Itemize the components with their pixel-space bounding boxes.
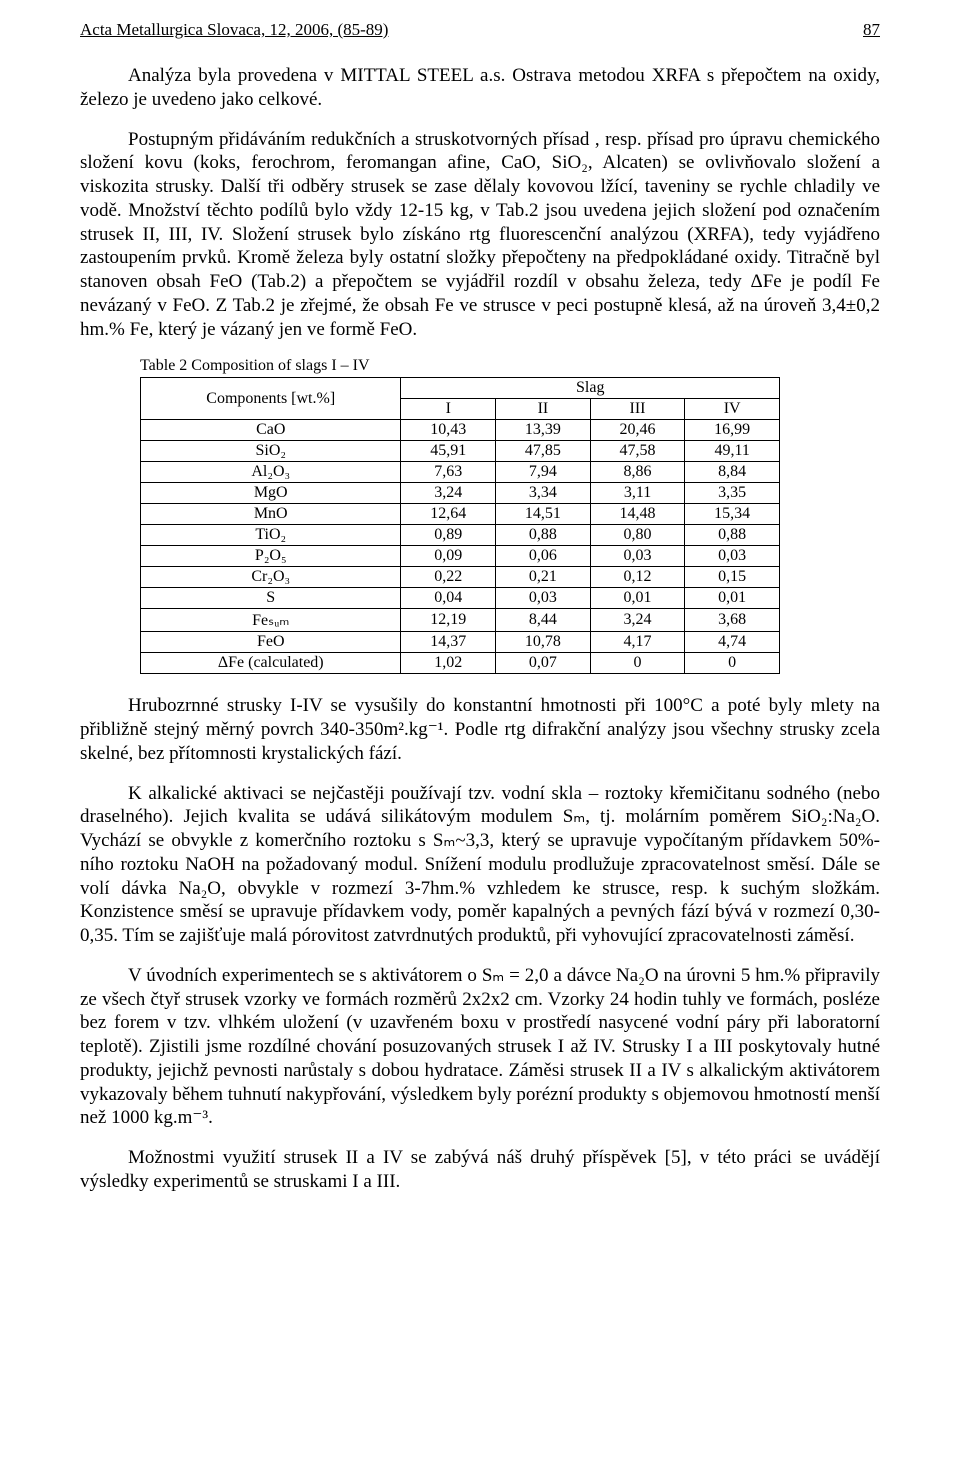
table-row: Cr₂O₃0,220,210,120,15 bbox=[141, 567, 780, 588]
cell: 0,06 bbox=[496, 546, 591, 567]
paragraph-6: Možnostmi využití strusek II a IV se zab… bbox=[80, 1146, 880, 1194]
table-row: ΔFe (calculated)1,020,0700 bbox=[141, 653, 780, 674]
table-row: SiO₂45,9147,8547,5849,11 bbox=[141, 441, 780, 462]
cell: 12,64 bbox=[401, 504, 496, 525]
table-row: MnO12,6414,5114,4815,34 bbox=[141, 504, 780, 525]
paragraph-4: K alkalické aktivaci se nejčastěji použí… bbox=[80, 782, 880, 948]
paragraph-2: Postupným přidáváním redukčních a strusk… bbox=[80, 128, 880, 342]
cell: 0,07 bbox=[496, 653, 591, 674]
table-row: S0,040,030,010,01 bbox=[141, 588, 780, 609]
table-row: P₂O₅0,090,060,030,03 bbox=[141, 546, 780, 567]
cell: 3,68 bbox=[685, 609, 780, 632]
cell: 0,01 bbox=[590, 588, 685, 609]
cell: 0,22 bbox=[401, 567, 496, 588]
cell: 45,91 bbox=[401, 441, 496, 462]
cell: 10,78 bbox=[496, 632, 591, 653]
cell: 16,99 bbox=[685, 420, 780, 441]
table-row: FeO14,3710,784,174,74 bbox=[141, 632, 780, 653]
cell: 15,34 bbox=[685, 504, 780, 525]
cell: 20,46 bbox=[590, 420, 685, 441]
cell: 0,88 bbox=[496, 525, 591, 546]
cell: 8,84 bbox=[685, 462, 780, 483]
cell: 49,11 bbox=[685, 441, 780, 462]
page: Acta Metallurgica Slovaca, 12, 2006, (85… bbox=[0, 0, 960, 1250]
paragraph-5: V úvodních experimentech se s aktivátore… bbox=[80, 964, 880, 1130]
cell: 0,88 bbox=[685, 525, 780, 546]
row-label: SiO₂ bbox=[141, 441, 401, 462]
cell: 0,12 bbox=[590, 567, 685, 588]
cell: 3,24 bbox=[401, 483, 496, 504]
row-label: CaO bbox=[141, 420, 401, 441]
cell: 0,21 bbox=[496, 567, 591, 588]
cell: 3,35 bbox=[685, 483, 780, 504]
cell: 0,03 bbox=[496, 588, 591, 609]
row-label: Cr₂O₃ bbox=[141, 567, 401, 588]
cell: 1,02 bbox=[401, 653, 496, 674]
col-III: III bbox=[590, 399, 685, 420]
cell: 0,01 bbox=[685, 588, 780, 609]
table-caption: Table 2 Composition of slags I – IV bbox=[140, 357, 780, 375]
row-label: P₂O₅ bbox=[141, 546, 401, 567]
cell: 8,86 bbox=[590, 462, 685, 483]
cell: 47,58 bbox=[590, 441, 685, 462]
cell: 7,94 bbox=[496, 462, 591, 483]
journal-ref: Acta Metallurgica Slovaca, 12, 2006, (85… bbox=[80, 20, 388, 40]
row-label: MnO bbox=[141, 504, 401, 525]
table-row: MgO3,243,343,113,35 bbox=[141, 483, 780, 504]
cell: 0,89 bbox=[401, 525, 496, 546]
table-2-wrap: Table 2 Composition of slags I – IV Comp… bbox=[140, 357, 780, 674]
cell: 7,63 bbox=[401, 462, 496, 483]
table-row: Al₂O₃7,637,948,868,84 bbox=[141, 462, 780, 483]
cell: 3,24 bbox=[590, 609, 685, 632]
row-label: ΔFe (calculated) bbox=[141, 653, 401, 674]
table-composition: Components [wt.%] Slag I II III IV CaO10… bbox=[140, 377, 780, 674]
row-label: Al₂O₃ bbox=[141, 462, 401, 483]
page-number: 87 bbox=[863, 20, 880, 40]
row-label: S bbox=[141, 588, 401, 609]
cell: 13,39 bbox=[496, 420, 591, 441]
col-IV: IV bbox=[685, 399, 780, 420]
cell: 0,09 bbox=[401, 546, 496, 567]
cell: 0,80 bbox=[590, 525, 685, 546]
row-label: TiO₂ bbox=[141, 525, 401, 546]
row-label: MgO bbox=[141, 483, 401, 504]
cell: 3,11 bbox=[590, 483, 685, 504]
row-label: Feₛᵤₘ bbox=[141, 609, 401, 632]
col-II: II bbox=[496, 399, 591, 420]
col-I: I bbox=[401, 399, 496, 420]
cell: 3,34 bbox=[496, 483, 591, 504]
cell: 14,48 bbox=[590, 504, 685, 525]
cell: 0,15 bbox=[685, 567, 780, 588]
table-row: Feₛᵤₘ12,198,443,243,68 bbox=[141, 609, 780, 632]
cell: 4,17 bbox=[590, 632, 685, 653]
running-head: Acta Metallurgica Slovaca, 12, 2006, (85… bbox=[80, 20, 880, 40]
cell: 12,19 bbox=[401, 609, 496, 632]
table-row: TiO₂0,890,880,800,88 bbox=[141, 525, 780, 546]
cell: 0,04 bbox=[401, 588, 496, 609]
components-header: Components [wt.%] bbox=[141, 378, 401, 420]
table-header-row-1: Components [wt.%] Slag bbox=[141, 378, 780, 399]
cell: 0,03 bbox=[685, 546, 780, 567]
cell: 0 bbox=[685, 653, 780, 674]
cell: 14,37 bbox=[401, 632, 496, 653]
cell: 14,51 bbox=[496, 504, 591, 525]
cell: 4,74 bbox=[685, 632, 780, 653]
paragraph-1: Analýza byla provedena v MITTAL STEEL a.… bbox=[80, 64, 880, 112]
cell: 0,03 bbox=[590, 546, 685, 567]
row-label: FeO bbox=[141, 632, 401, 653]
cell: 0 bbox=[590, 653, 685, 674]
table-row: CaO10,4313,3920,4616,99 bbox=[141, 420, 780, 441]
slag-super-header: Slag bbox=[401, 378, 780, 399]
cell: 8,44 bbox=[496, 609, 591, 632]
cell: 47,85 bbox=[496, 441, 591, 462]
paragraph-3: Hrubozrnné strusky I-IV se vysušily do k… bbox=[80, 694, 880, 765]
cell: 10,43 bbox=[401, 420, 496, 441]
